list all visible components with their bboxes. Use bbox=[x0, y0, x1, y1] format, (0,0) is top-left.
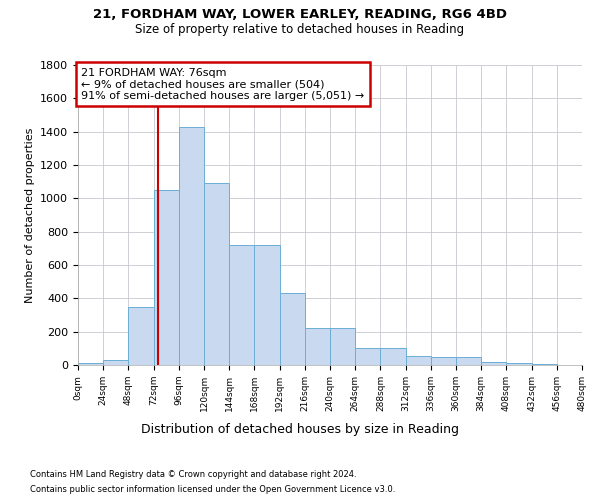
Bar bbox=[330, 328, 355, 365]
Bar bbox=[532, 364, 557, 365]
Bar bbox=[229, 245, 254, 365]
Bar bbox=[78, 362, 103, 365]
Text: Contains HM Land Registry data © Crown copyright and database right 2024.: Contains HM Land Registry data © Crown c… bbox=[30, 470, 356, 479]
Text: Distribution of detached houses by size in Reading: Distribution of detached houses by size … bbox=[141, 422, 459, 436]
Bar bbox=[406, 356, 431, 365]
Bar bbox=[557, 364, 582, 365]
Bar bbox=[481, 362, 506, 365]
Bar bbox=[355, 348, 380, 365]
Bar bbox=[103, 360, 128, 365]
Bar bbox=[456, 356, 481, 365]
Bar bbox=[179, 126, 204, 365]
Bar bbox=[506, 362, 532, 365]
Bar bbox=[204, 184, 229, 365]
Bar bbox=[280, 294, 305, 365]
Text: 21 FORDHAM WAY: 76sqm
← 9% of detached houses are smaller (504)
91% of semi-deta: 21 FORDHAM WAY: 76sqm ← 9% of detached h… bbox=[81, 68, 364, 101]
Bar bbox=[380, 348, 406, 365]
Bar bbox=[154, 190, 179, 365]
Bar bbox=[431, 356, 456, 365]
Y-axis label: Number of detached properties: Number of detached properties bbox=[25, 128, 35, 302]
Bar bbox=[305, 328, 330, 365]
Text: 21, FORDHAM WAY, LOWER EARLEY, READING, RG6 4BD: 21, FORDHAM WAY, LOWER EARLEY, READING, … bbox=[93, 8, 507, 20]
Text: Size of property relative to detached houses in Reading: Size of property relative to detached ho… bbox=[136, 22, 464, 36]
Text: Contains public sector information licensed under the Open Government Licence v3: Contains public sector information licen… bbox=[30, 485, 395, 494]
Bar bbox=[128, 306, 154, 365]
Bar bbox=[254, 245, 280, 365]
